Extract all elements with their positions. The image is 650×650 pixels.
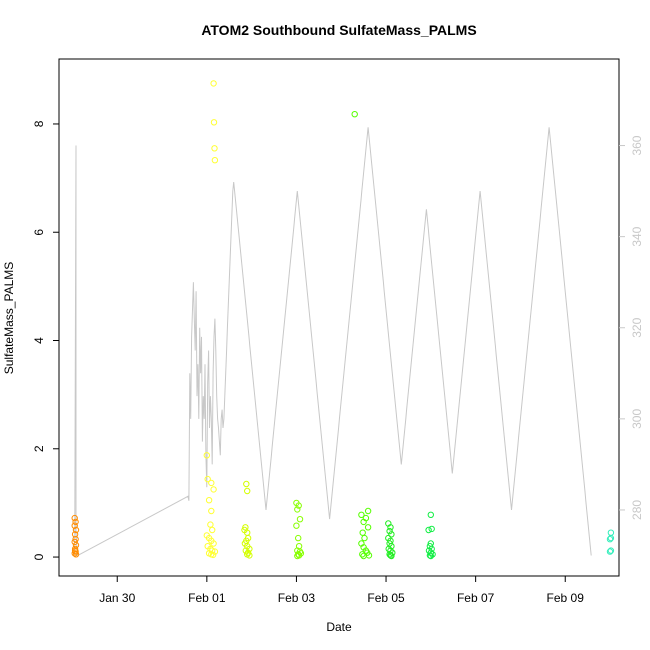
- y-tick-label: 6: [32, 229, 46, 236]
- x-tick-label: Feb 01: [188, 591, 226, 605]
- data-point: [244, 487, 251, 495]
- data-point: [358, 511, 365, 518]
- secondary-series-line: [74, 127, 592, 557]
- data-point: [387, 524, 394, 531]
- y-tick-label: 2: [32, 445, 46, 452]
- data-point: [360, 518, 367, 526]
- data-point: [386, 527, 393, 535]
- data-point: [606, 536, 614, 543]
- data-point: [351, 111, 358, 118]
- data-point: [606, 548, 614, 555]
- data-point: [211, 157, 219, 164]
- data-point: [295, 502, 302, 509]
- y2-tick-label: 280: [630, 500, 644, 520]
- x-axis-label: Date: [326, 620, 352, 634]
- data-point: [72, 536, 79, 543]
- data-point: [364, 507, 372, 515]
- data-point: [72, 518, 79, 526]
- data-point: [607, 534, 615, 542]
- x-tick-label: Feb 07: [457, 591, 495, 605]
- data-point: [71, 547, 79, 554]
- data-point: [607, 529, 615, 536]
- x-tick-label: Feb 09: [547, 591, 585, 605]
- data-point: [427, 552, 434, 560]
- data-point: [246, 552, 253, 559]
- data-point: [294, 552, 301, 560]
- data-point: [72, 551, 80, 558]
- data-point: [71, 550, 78, 557]
- y2-axis: 280 300 320 340 360: [619, 135, 644, 520]
- data-point: [427, 549, 434, 556]
- y-tick-label: 0: [32, 553, 46, 560]
- data-point: [293, 522, 300, 529]
- data-point: [210, 119, 218, 126]
- data-point: [72, 541, 80, 549]
- data-point: [208, 479, 215, 487]
- y-axis-label: SulfateMass_PALMS: [2, 262, 16, 375]
- data-point: [294, 506, 301, 513]
- data-point: [71, 538, 78, 546]
- y2-tick-label: 320: [630, 317, 644, 337]
- data-point: [607, 547, 615, 554]
- data-point: [364, 524, 372, 531]
- y-axis: 0 2 4 6 8: [32, 120, 59, 560]
- data-point: [388, 531, 395, 538]
- scatter-points-layer: [71, 80, 615, 560]
- data-point: [359, 529, 366, 536]
- data-point: [205, 497, 213, 504]
- y-tick-label: 8: [32, 120, 46, 127]
- data-point: [204, 475, 211, 483]
- data-point: [209, 526, 216, 534]
- data-point: [203, 452, 211, 459]
- y2-tick-label: 300: [630, 409, 644, 429]
- data-point: [211, 145, 218, 152]
- data-point: [359, 551, 366, 558]
- data-point: [242, 524, 249, 531]
- data-point: [208, 507, 215, 515]
- data-point: [386, 551, 393, 558]
- data-point: [71, 522, 78, 529]
- y2-tick-label: 360: [630, 135, 644, 155]
- secondary-line-layer: [74, 127, 592, 557]
- x-tick-label: Feb 05: [367, 591, 405, 605]
- data-point: [295, 534, 302, 542]
- data-point: [296, 516, 304, 523]
- y2-tick-label: 340: [630, 226, 644, 246]
- data-point: [388, 552, 395, 560]
- data-point: [210, 486, 217, 493]
- chart-title: ATOM2 Southbound SulfateMass_PALMS: [201, 22, 476, 38]
- data-point: [360, 552, 367, 560]
- x-axis: Jan 30 Feb 01 Feb 03 Feb 05 Feb 07 Feb 09: [99, 576, 584, 605]
- data-point: [71, 514, 78, 522]
- x-tick-label: Jan 30: [99, 591, 135, 605]
- data-point: [210, 80, 217, 87]
- y-tick-label: 4: [32, 337, 46, 344]
- data-point: [209, 551, 217, 559]
- data-point: [425, 526, 432, 534]
- data-point: [246, 545, 253, 553]
- data-point: [428, 525, 435, 533]
- data-point: [72, 526, 80, 534]
- data-point: [243, 480, 250, 488]
- x-tick-label: Feb 03: [278, 591, 316, 605]
- plot-frame: [58, 58, 620, 577]
- data-point: [361, 534, 368, 542]
- data-point: [207, 521, 214, 528]
- data-point: [210, 540, 217, 547]
- data-point: [427, 511, 434, 518]
